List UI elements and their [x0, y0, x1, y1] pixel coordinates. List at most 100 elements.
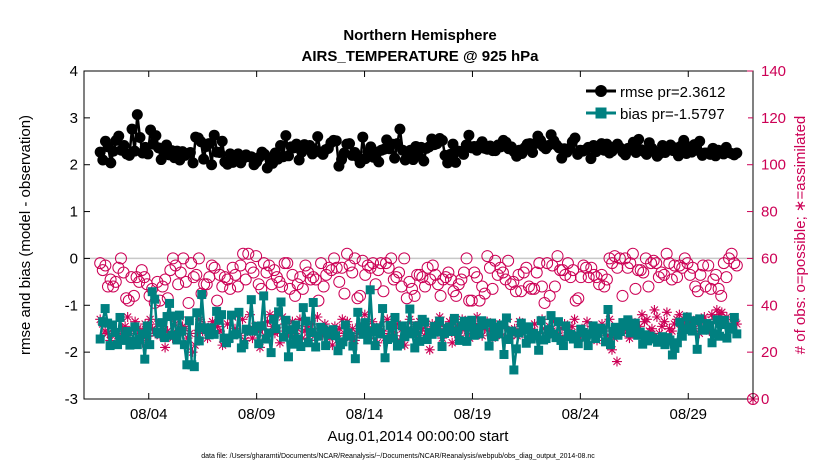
- assimilated-obs-point: [230, 323, 241, 334]
- possible-obs-point: [616, 289, 629, 302]
- bias-point: [298, 303, 308, 313]
- bias-point: [454, 335, 464, 345]
- possible-obs-point: [265, 278, 278, 291]
- bias-point: [113, 340, 123, 350]
- bias-point: [531, 331, 541, 341]
- possible-obs-point: [465, 294, 478, 307]
- left-y-axis-ticks: -3 -2 -1 0 1 2 3 4: [65, 63, 90, 408]
- possible-obs-point: [286, 268, 299, 281]
- assimilated-obs-point: [444, 316, 455, 327]
- bias-point: [605, 340, 615, 350]
- possible-obs-point: [127, 289, 140, 302]
- bias-point: [591, 334, 601, 344]
- bias-point: [122, 327, 132, 337]
- rmse-point: [283, 150, 295, 162]
- possible-obs-point: [335, 261, 348, 274]
- possible-obs-point: [489, 254, 502, 267]
- bias-point: [286, 325, 296, 335]
- possible-obs-point: [385, 252, 398, 265]
- assimilated-obs-point: [666, 326, 677, 337]
- bias-point: [108, 320, 118, 330]
- bias-point: [546, 311, 556, 321]
- assimilated-obs-point: [247, 333, 258, 344]
- right-y-tick-label: 100: [761, 157, 786, 174]
- bias-point: [264, 328, 274, 338]
- possible-obs-point: [577, 259, 590, 272]
- bias-point: [667, 350, 677, 360]
- possible-obs-point: [637, 266, 650, 279]
- possible-obs-point: [697, 259, 710, 272]
- bias-point: [558, 341, 568, 351]
- possible-obs-point: [328, 252, 341, 265]
- possible-obs-point: [442, 266, 455, 279]
- rmse-point: [418, 155, 430, 167]
- bias-point: [269, 314, 279, 324]
- bias-point: [707, 338, 717, 348]
- bias-point: [331, 331, 341, 341]
- possible-obs-point: [330, 261, 343, 274]
- possible-obs-point: [361, 259, 374, 272]
- possible-obs-point: [179, 275, 192, 288]
- rmse-point: [216, 135, 228, 147]
- possible-obs-point: [512, 268, 525, 281]
- bias-point: [551, 333, 561, 343]
- assimilated-obs-point: [447, 337, 458, 348]
- possible-obs-point: [395, 280, 408, 293]
- bias-point: [350, 354, 360, 364]
- bias-point: [397, 321, 407, 331]
- bias-point: [209, 329, 219, 339]
- rmse-point: [373, 156, 385, 168]
- possible-obs-point: [426, 259, 439, 272]
- bias-point: [271, 324, 281, 334]
- possible-obs-point: [582, 271, 595, 284]
- possible-obs-point: [647, 254, 660, 267]
- bias-point: [598, 325, 608, 335]
- left-y-tick-label: -2: [65, 344, 78, 361]
- assimilated-obs-point: [337, 314, 348, 325]
- bias-point: [167, 330, 177, 340]
- assimilated-obs-point: [452, 321, 463, 332]
- bias-point: [412, 321, 422, 331]
- rmse-point: [150, 130, 162, 142]
- bias-point: [261, 334, 271, 344]
- possible-obs-point: [289, 289, 302, 302]
- possible-obs-point: [421, 261, 434, 274]
- bias-point: [214, 315, 224, 325]
- possible-obs-point: [198, 278, 211, 291]
- possible-obs-point: [522, 280, 535, 293]
- possible-obs-point: [94, 257, 107, 270]
- assimilated-obs-point: [399, 340, 410, 351]
- plot-area: [83, 70, 759, 405]
- bias-point: [705, 320, 715, 330]
- right-y-axis-ticks: 0 20 40 60 80 100 120 140: [747, 63, 786, 408]
- rmse-point: [208, 129, 220, 141]
- possible-obs-point: [138, 271, 151, 284]
- bias-point: [712, 315, 722, 325]
- bias-point: [620, 321, 630, 331]
- bias-point: [586, 329, 596, 339]
- assimilated-obs-point: [392, 319, 403, 330]
- rmse-point: [126, 123, 138, 135]
- bias-point: [212, 306, 222, 316]
- assimilated-obs-point: [656, 321, 667, 332]
- bias-point: [690, 316, 700, 326]
- possible-obs-point: [398, 252, 411, 265]
- bias-point: [380, 353, 390, 363]
- bias-point: [514, 328, 524, 338]
- assimilated-obs-point: [294, 314, 305, 325]
- possible-obs-point: [520, 261, 533, 274]
- rmse-point: [330, 135, 342, 147]
- possible-obs-point: [377, 285, 390, 298]
- bias-point: [506, 326, 516, 336]
- bias-point: [496, 320, 506, 330]
- bias-point: [340, 320, 350, 330]
- assimilated-obs-point: [669, 319, 680, 330]
- rmse-point: [569, 132, 581, 144]
- bias-point: [544, 325, 554, 335]
- bias-point: [410, 343, 420, 353]
- rmse-point: [105, 157, 117, 169]
- bias-point: [283, 352, 293, 362]
- possible-obs-point: [322, 261, 335, 274]
- bias-point: [244, 326, 254, 336]
- bias-point: [571, 331, 581, 341]
